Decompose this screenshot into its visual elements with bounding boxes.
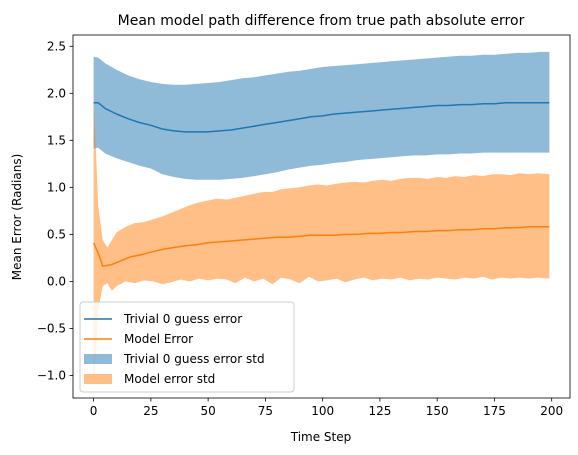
- legend-label: Model Error: [124, 332, 193, 346]
- y-axis-title: Mean Error (Radians): [10, 154, 24, 281]
- legend-label: Trivial 0 guess error: [123, 312, 242, 326]
- trivial-0-guess-error-std-legend-swatch: [84, 354, 112, 364]
- x-tick-label: 125: [368, 404, 391, 418]
- legend-label: Model error std: [124, 372, 215, 386]
- x-tick-label: 75: [258, 404, 273, 418]
- plot-frame: [72, 34, 571, 399]
- x-tick-label: 0: [90, 404, 98, 418]
- x-tick-label: 100: [311, 404, 334, 418]
- legend-label: Trivial 0 guess error std: [123, 352, 265, 366]
- x-axis-ticks: 0 25 50 75 100 125 150 175 200: [90, 398, 563, 418]
- x-axis-title: Time Step: [290, 430, 352, 444]
- x-tick-label: 25: [143, 404, 158, 418]
- x-tick-label: 50: [200, 404, 215, 418]
- series-lines: [92, 101, 550, 268]
- x-tick-label: 175: [483, 404, 506, 418]
- y-tick-label: 2.5: [47, 39, 66, 53]
- model-error-line: [92, 226, 550, 268]
- legend-box: [79, 301, 295, 393]
- legend: Trivial 0 guess error Model Error Trivial …: [79, 301, 295, 393]
- chart-title: Mean model path difference from true pat…: [118, 13, 525, 29]
- x-tick-label: 150: [426, 404, 449, 418]
- y-tick-label: 2.0: [47, 86, 66, 100]
- y-tick-label: 0.5: [47, 227, 66, 241]
- y-tick-label: −1.0: [37, 368, 66, 382]
- y-tick-label: 0.0: [47, 274, 66, 288]
- y-tick-label: 1.0: [47, 180, 66, 194]
- model-error-std-legend-swatch: [84, 374, 112, 384]
- model-error-std-band: [93, 100, 550, 385]
- y-axis-ticks: −1.0 −0.5 0.0 0.5 1.0 1.5 2.0 2.5: [37, 39, 73, 382]
- y-tick-label: 1.5: [47, 133, 66, 147]
- y-tick-label: −0.5: [37, 321, 66, 335]
- trivial-0-guess-error-line: [93, 101, 550, 133]
- x-tick-label: 200: [540, 404, 563, 418]
